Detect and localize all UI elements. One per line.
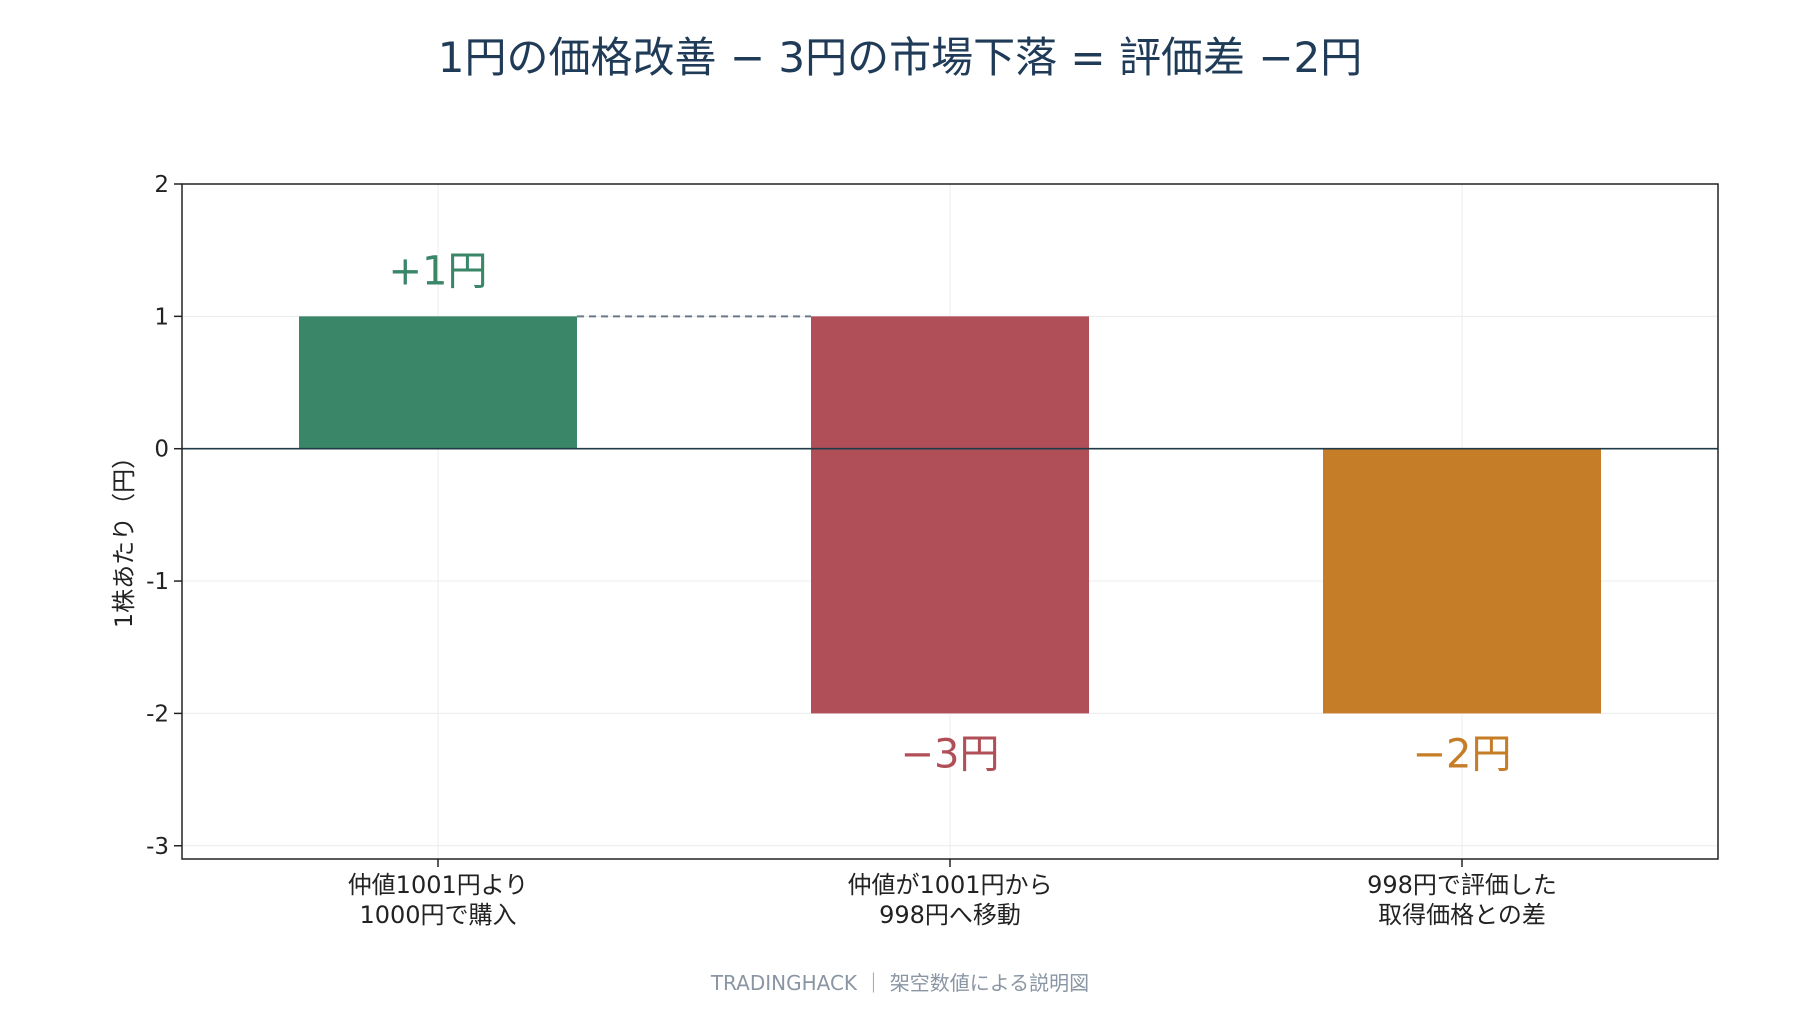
x-category-label: 998円へ移動 <box>879 901 1021 929</box>
y-tick-label: 2 <box>154 172 169 198</box>
y-tick-label: -1 <box>146 569 169 595</box>
x-category-label: 998円で評価した <box>1367 871 1557 899</box>
x-category-label: 仲値が1001円から <box>847 871 1052 899</box>
footer-credit: TRADINGHACK ｜ 架空数値による説明図 <box>710 971 1089 995</box>
x-category-label: 1000円で購入 <box>359 901 516 929</box>
y-tick-label: -2 <box>146 701 169 727</box>
y-axis-label: 1株あたり（円） <box>110 445 138 628</box>
y-tick-label: -3 <box>146 834 169 860</box>
data-label-3: −2円 <box>1413 731 1512 777</box>
x-category-label: 仲値1001円より <box>348 871 529 899</box>
bar-2 <box>811 316 1089 714</box>
bar-3 <box>1323 448 1601 714</box>
chart-title: 1円の価格改善 − 3円の市場下落 = 評価差 −2円 <box>438 33 1363 82</box>
y-tick-label: 1 <box>154 304 169 330</box>
bars <box>299 315 1601 714</box>
axes: -3-2-1012仲値1001円より1000円で購入仲値が1001円から998円… <box>110 172 1719 929</box>
labels: +1円 −3円 −2円 <box>389 248 1512 777</box>
bar-1 <box>299 316 577 449</box>
data-label-1: +1円 <box>389 248 488 294</box>
y-tick-label: 0 <box>154 437 169 463</box>
data-label-2: −3円 <box>901 731 1000 777</box>
x-category-label: 取得価格との差 <box>1378 901 1546 929</box>
